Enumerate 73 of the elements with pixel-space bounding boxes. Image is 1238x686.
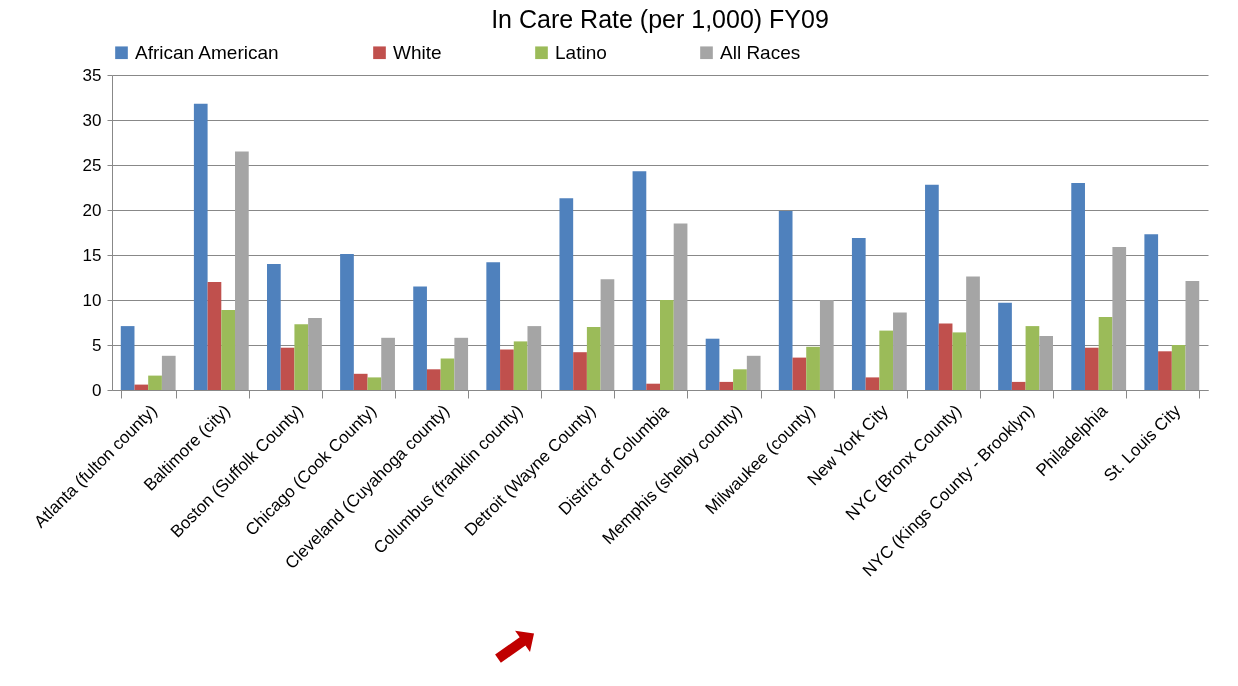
bar [1071, 183, 1085, 390]
bar [1084, 347, 1099, 390]
bar [893, 312, 907, 390]
y-tick-label: 10 [82, 290, 102, 310]
bar [381, 337, 395, 390]
bar [513, 341, 528, 390]
bar [865, 377, 880, 390]
bar [632, 171, 647, 390]
bar [559, 198, 574, 390]
bar [120, 326, 135, 390]
bar [746, 355, 761, 390]
bar [235, 151, 249, 390]
bar [952, 332, 967, 390]
bar [193, 103, 208, 390]
bar [573, 352, 587, 390]
bar [340, 254, 354, 390]
bar [1171, 345, 1186, 390]
bar [1025, 326, 1040, 390]
bar [879, 330, 894, 390]
bar [500, 349, 514, 390]
bar [719, 381, 734, 390]
bar [426, 369, 441, 390]
bar [134, 384, 149, 390]
bar [1158, 351, 1172, 390]
y-tick-label: 35 [82, 65, 102, 85]
bar [367, 377, 382, 390]
bar [440, 358, 455, 390]
bar [705, 338, 720, 390]
bar [353, 373, 368, 390]
bar [733, 369, 747, 390]
bar [161, 355, 176, 390]
bar [966, 276, 980, 390]
bar [294, 324, 309, 390]
legend-label: All Races [720, 41, 801, 63]
bar [1098, 317, 1113, 390]
legend-label: White [393, 41, 442, 63]
y-tick-label: 30 [82, 110, 102, 130]
bar [413, 286, 427, 390]
bar [925, 184, 939, 390]
y-tick-label: 15 [82, 245, 102, 265]
bar [454, 337, 469, 390]
bar [308, 318, 322, 390]
bar [600, 279, 615, 390]
bar [267, 264, 281, 390]
bar [1011, 381, 1026, 390]
bar [586, 327, 601, 390]
bar [148, 375, 162, 390]
bar [938, 323, 953, 390]
bar [646, 383, 660, 390]
bar [673, 223, 688, 390]
bar [851, 237, 866, 390]
bar [280, 347, 295, 390]
bar [207, 282, 222, 390]
bar [1039, 336, 1053, 390]
bar [792, 357, 807, 390]
bar [778, 210, 793, 390]
y-tick-label: 5 [92, 335, 102, 355]
bar [1185, 281, 1200, 390]
bar [221, 309, 236, 390]
bar [527, 326, 542, 390]
bar [660, 300, 674, 390]
bar [1112, 246, 1127, 390]
legend-label: African American [135, 41, 279, 63]
bar [486, 262, 501, 390]
bar [806, 346, 820, 390]
legend-label: Latino [555, 41, 607, 63]
bar [1144, 234, 1159, 390]
y-tick-label: 20 [82, 200, 102, 220]
y-tick-label: 0 [92, 380, 102, 400]
bar [819, 300, 834, 390]
bar [998, 302, 1012, 390]
y-tick-label: 25 [82, 155, 102, 175]
chart-title: In Care Rate (per 1,000) FY09 [491, 5, 829, 33]
